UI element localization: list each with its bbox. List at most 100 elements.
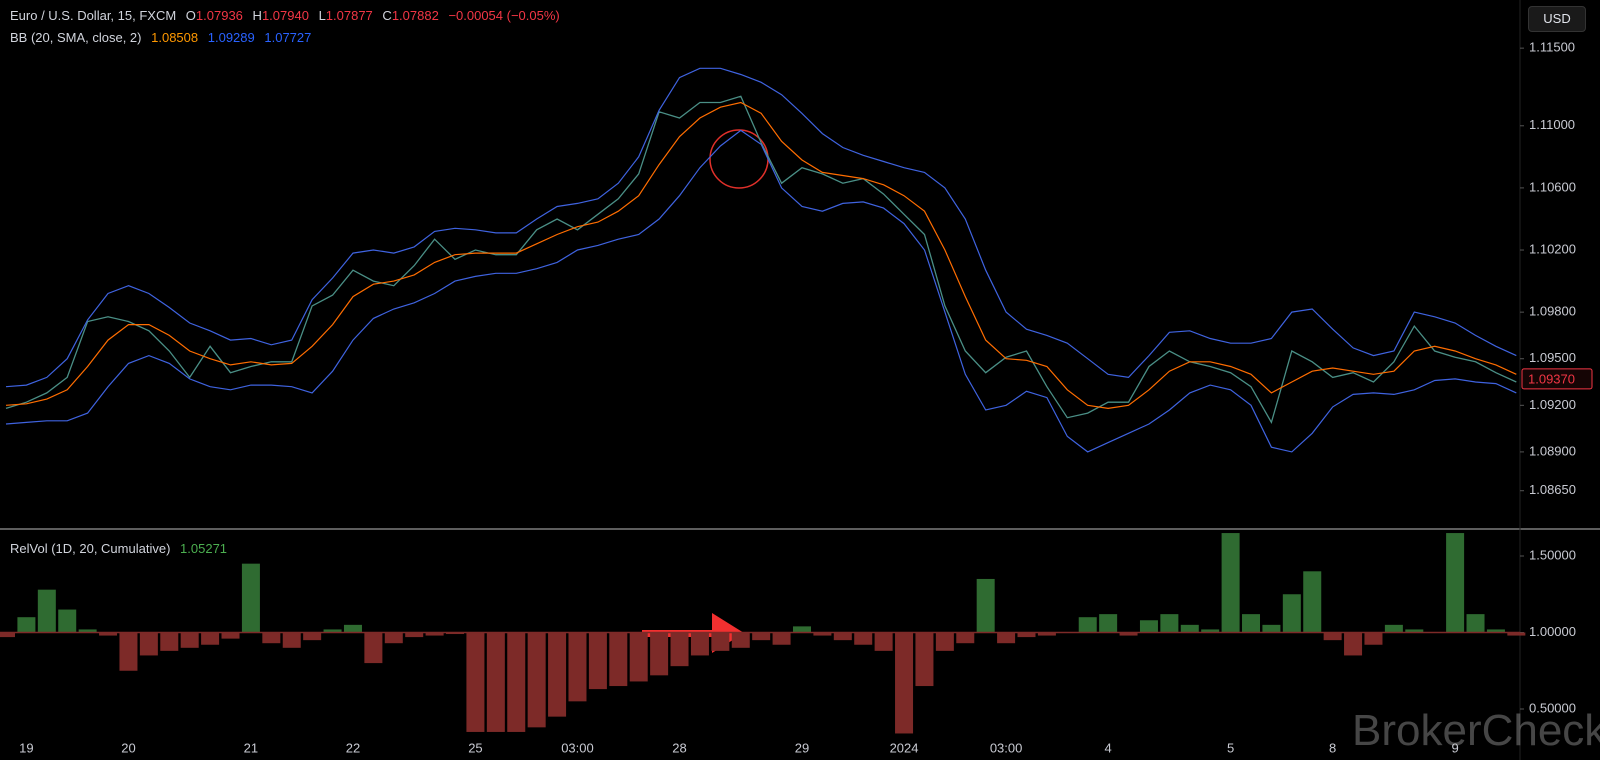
bar — [160, 632, 179, 651]
y-tick-label: 1.50000 — [1529, 547, 1576, 562]
ohlc-key: O — [185, 8, 196, 23]
y-tick-label: 1.09500 — [1529, 350, 1576, 365]
y-tick-label: 1.10600 — [1529, 179, 1576, 194]
bar — [833, 632, 852, 641]
x-tick-label: 4 — [1105, 740, 1112, 755]
bar — [527, 632, 546, 728]
symbol-header: Euro / U.S. Dollar, 15, FXCM O1.07936 H1… — [10, 8, 560, 23]
indicator-value: 1.09289 — [207, 30, 255, 45]
ohlc-key: H — [252, 8, 262, 23]
bar — [17, 617, 36, 633]
bar — [629, 632, 648, 682]
ohlc-key: L — [318, 8, 326, 23]
bar — [1364, 632, 1383, 645]
bar — [874, 632, 893, 651]
ohlc-value: 1.07882 — [391, 8, 439, 23]
x-tick-label: 22 — [346, 740, 360, 755]
y-tick-label: 1.11500 — [1529, 40, 1575, 55]
bar — [1099, 614, 1118, 633]
bar — [58, 609, 77, 633]
x-tick-label: 8 — [1329, 740, 1336, 755]
bar — [262, 632, 281, 644]
bar — [139, 632, 158, 656]
x-tick-label: 25 — [468, 740, 482, 755]
y-tick-label: 1.00000 — [1529, 624, 1576, 639]
bar — [1017, 632, 1036, 638]
bar — [405, 632, 424, 638]
bar — [1078, 617, 1097, 633]
ohlc-value: 1.07936 — [195, 8, 243, 23]
bar — [1384, 624, 1403, 633]
bar — [446, 632, 465, 635]
bar — [1221, 533, 1240, 633]
bar — [997, 632, 1016, 644]
x-tick-label: 21 — [244, 740, 258, 755]
bar — [1405, 629, 1424, 633]
bar — [935, 632, 954, 651]
bar — [384, 632, 403, 644]
bar — [752, 632, 771, 641]
bar — [1486, 629, 1505, 633]
bar — [1119, 632, 1138, 636]
bar — [507, 632, 526, 732]
watermark: BrokerCheck — [1352, 706, 1600, 755]
bar — [1037, 632, 1056, 636]
bar — [323, 629, 342, 633]
x-tick-label: 19 — [19, 740, 33, 755]
x-tick-label: 9 — [1451, 740, 1458, 755]
bar — [670, 632, 689, 667]
bar — [813, 632, 832, 636]
x-tick-label: 2024 — [890, 740, 919, 755]
bar — [364, 632, 383, 664]
bar — [425, 632, 444, 636]
ohlc-key: C — [382, 8, 392, 23]
bar — [915, 632, 934, 687]
last-price-label: 1.09370 — [1528, 371, 1575, 386]
bar — [976, 578, 995, 633]
y-tick-label: 1.08650 — [1529, 482, 1576, 497]
bar — [1466, 614, 1485, 633]
y-tick-label: 1.09800 — [1529, 304, 1576, 319]
bar — [1323, 632, 1342, 641]
y-tick-label: 1.11000 — [1529, 117, 1575, 132]
x-tick-label: 03:00 — [561, 740, 594, 755]
bar — [1160, 614, 1179, 633]
bar — [792, 626, 811, 633]
indicator-label: BB (20, SMA, close, 2) — [10, 30, 142, 45]
x-tick-label: 29 — [795, 740, 809, 755]
bar — [78, 629, 97, 633]
bar — [241, 563, 260, 633]
bar — [1180, 624, 1199, 633]
indicator-label: RelVol (1D, 20, Cumulative) — [10, 541, 171, 556]
bb-header: BB (20, SMA, close, 2) 1.08508 1.09289 1… — [10, 30, 311, 45]
bar — [221, 632, 240, 639]
bar — [282, 632, 301, 648]
bar — [1303, 571, 1322, 633]
ohlc-value: 1.07940 — [261, 8, 309, 23]
y-tick-label: 1.09200 — [1529, 397, 1576, 412]
bar — [1344, 632, 1363, 656]
y-tick-label: 1.08900 — [1529, 443, 1576, 458]
indicator-value: 1.07727 — [264, 30, 312, 45]
bar — [772, 632, 791, 645]
x-tick-label: 5 — [1227, 740, 1234, 755]
bar — [1242, 614, 1261, 633]
y-tick-label: 1.10200 — [1529, 241, 1576, 256]
x-tick-label: 03:00 — [990, 740, 1023, 755]
bar — [303, 632, 322, 641]
ohlc-value: 1.07877 — [325, 8, 373, 23]
last-price-box — [1521, 368, 1593, 390]
currency-button[interactable]: USD — [1528, 6, 1586, 32]
bar — [180, 632, 199, 648]
indicator-value: 1.08508 — [151, 30, 199, 45]
bar — [466, 632, 485, 732]
bar — [1262, 624, 1281, 633]
bar — [486, 632, 505, 732]
bar — [690, 632, 709, 656]
bar — [548, 632, 567, 717]
bar — [119, 632, 138, 671]
bar — [854, 632, 873, 645]
bar — [1507, 632, 1526, 636]
